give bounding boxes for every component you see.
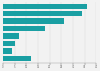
Bar — [3, 41, 14, 46]
Bar — [3, 26, 45, 31]
Bar — [3, 3, 87, 9]
Bar — [3, 56, 31, 61]
Bar — [3, 18, 64, 24]
Bar — [3, 48, 12, 54]
Bar — [3, 11, 82, 16]
Bar — [3, 33, 19, 39]
